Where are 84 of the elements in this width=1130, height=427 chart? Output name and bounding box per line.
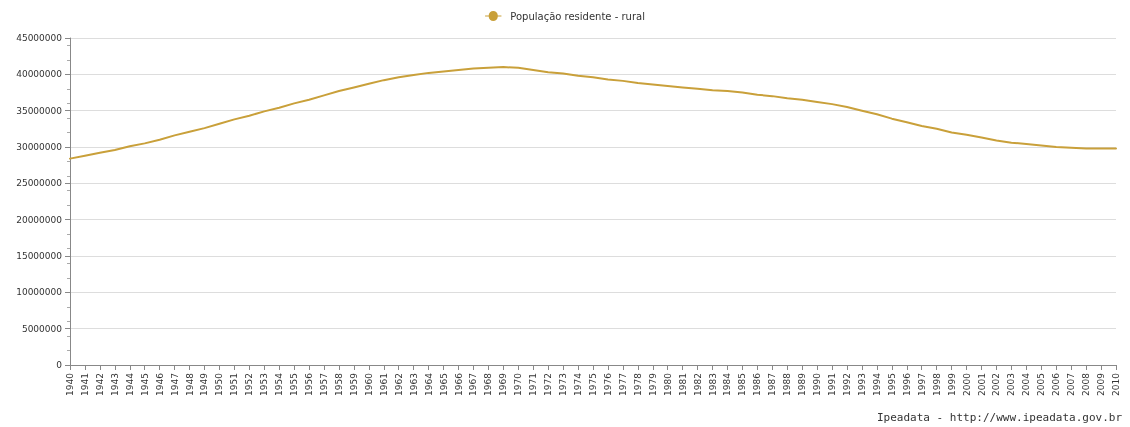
x-tick-label: 1959 — [348, 372, 359, 396]
x-tick-label: 1972 — [543, 373, 554, 396]
x-tick-label: 1992 — [842, 373, 853, 396]
x-tick-label: 2001 — [976, 373, 987, 396]
x-tick-label: 1941 — [79, 373, 90, 396]
x-tick-label: 1968 — [483, 372, 494, 396]
x-tick-label: 1978 — [632, 372, 643, 396]
y-tick-label: 45000000 — [16, 33, 63, 43]
x-tick-label: 1954 — [274, 372, 285, 396]
x-tick-label: 1956 — [304, 372, 315, 396]
y-tick-label: 40000000 — [16, 69, 63, 80]
x-tick-label: 2003 — [1006, 373, 1017, 396]
x-tick-label: 1944 — [124, 372, 135, 396]
y-tick-label: 25000000 — [16, 178, 63, 189]
y-tick-label: 30000000 — [16, 142, 63, 152]
x-tick-label: 2009 — [1096, 372, 1107, 396]
x-tick-label: 1989 — [797, 372, 808, 396]
y-tick-label: 10000000 — [16, 287, 63, 298]
x-tick-label: 1996 — [901, 372, 912, 396]
x-tick-label: 1945 — [139, 373, 150, 396]
x-tick-label: 2005 — [1036, 373, 1047, 396]
x-tick-label: 1991 — [827, 373, 838, 396]
x-tick-label: 1960 — [363, 372, 374, 396]
x-tick-label: 1973 — [558, 373, 569, 396]
x-tick-label: 1957 — [319, 373, 330, 396]
x-tick-label: 1990 — [812, 372, 823, 396]
x-tick-label: 1981 — [677, 373, 688, 396]
x-tick-label: 1988 — [782, 372, 793, 396]
x-tick-label: 1965 — [438, 373, 449, 396]
x-tick-label: 1942 — [94, 373, 105, 396]
x-tick-label: 1967 — [468, 373, 479, 396]
x-tick-label: 1984 — [722, 372, 733, 396]
x-tick-label: 2002 — [991, 373, 1002, 396]
x-tick-label: 1961 — [378, 373, 389, 396]
x-tick-label: 1948 — [184, 372, 195, 396]
x-tick-label: 2006 — [1051, 372, 1062, 396]
x-tick-label: 2007 — [1066, 373, 1077, 396]
x-tick-label: 1953 — [259, 373, 270, 396]
x-tick-label: 1949 — [199, 372, 210, 396]
x-tick-label: 1943 — [109, 373, 120, 396]
x-tick-label: 1976 — [602, 372, 613, 396]
x-tick-label: 1980 — [662, 372, 673, 396]
x-tick-label: 1969 — [498, 372, 509, 396]
x-tick-label: 1997 — [916, 373, 927, 396]
x-tick-label: 2010 — [1111, 372, 1121, 396]
x-tick-label: 1995 — [886, 373, 897, 396]
x-tick-label: 1998 — [931, 372, 942, 396]
x-tick-label: 1985 — [737, 373, 748, 396]
x-tick-label: 1964 — [423, 372, 434, 396]
x-tick-label: 1966 — [453, 372, 464, 396]
x-tick-label: 1970 — [513, 372, 524, 396]
x-tick-label: 1947 — [169, 373, 180, 396]
y-tick-label: 5000000 — [21, 323, 63, 334]
y-tick-label: 20000000 — [16, 214, 63, 225]
x-tick-label: 1962 — [393, 373, 404, 396]
x-tick-label: 1951 — [229, 373, 240, 396]
x-tick-label: 1950 — [214, 372, 225, 396]
x-tick-label: 2000 — [961, 372, 972, 396]
x-tick-label: 1982 — [692, 373, 703, 396]
legend-label: População residente - rural — [510, 10, 645, 22]
x-tick-label: 1952 — [244, 373, 255, 396]
x-tick-label: 1994 — [871, 372, 882, 396]
x-tick-label: 2008 — [1081, 372, 1092, 396]
x-tick-label: 1979 — [647, 372, 658, 396]
x-tick-label: 1955 — [289, 373, 300, 396]
line-series — [69, 66, 1117, 160]
x-tick-label: 1999 — [946, 372, 957, 396]
x-tick-label: 1974 — [573, 372, 584, 396]
x-tick-label: 1987 — [767, 373, 778, 396]
x-tick-label: 1983 — [707, 373, 718, 396]
x-tick-label: 1993 — [856, 373, 867, 396]
x-tick-label: 1963 — [408, 373, 419, 396]
text: Ipeadata - http://www.ipeadata.gov.br — [876, 411, 1123, 424]
x-tick-label: 1977 — [617, 373, 628, 396]
x-tick-label: 1958 — [333, 372, 344, 396]
y-tick-label: 0 — [56, 360, 63, 370]
y-tick-label: 15000000 — [16, 251, 63, 261]
x-tick-label: 1975 — [588, 373, 598, 396]
x-tick-label: 2004 — [1021, 372, 1032, 396]
x-tick-label: 1940 — [65, 372, 75, 396]
y-tick-label: 35000000 — [16, 105, 63, 116]
x-tick-label: 1971 — [528, 373, 539, 396]
x-tick-label: 1986 — [752, 372, 763, 396]
x-tick-label: 1946 — [154, 372, 165, 396]
